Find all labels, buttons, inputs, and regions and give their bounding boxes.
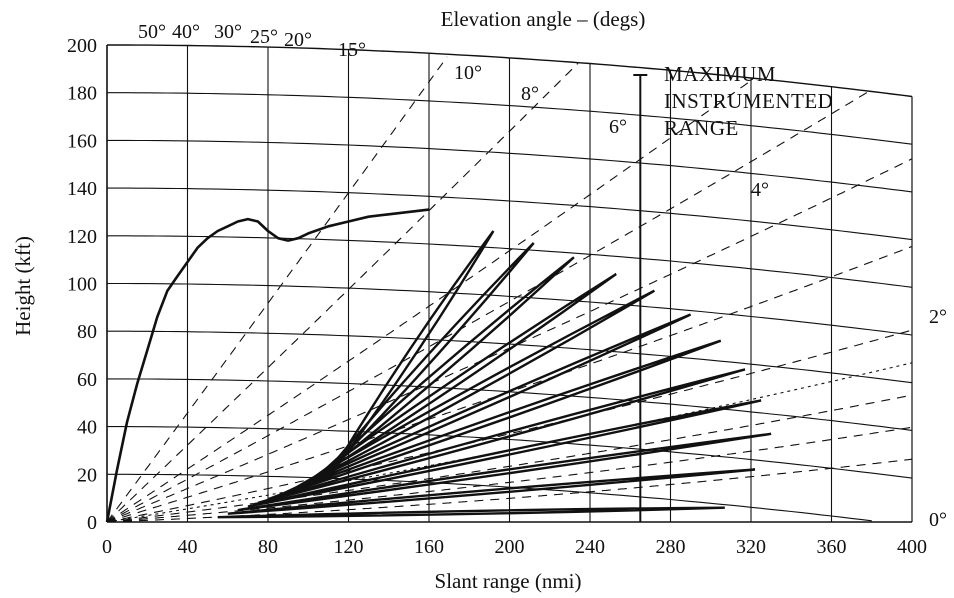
radar-lobe-1 <box>217 506 725 519</box>
angle-label-8: 8° <box>521 83 539 105</box>
x-tick-label-120: 120 <box>334 536 364 558</box>
y-tick-label-140: 140 <box>67 178 97 200</box>
y-tick-label-0: 0 <box>87 512 97 534</box>
angle-label-15: 15° <box>338 39 366 61</box>
elevation-ray-6 <box>106 394 913 523</box>
coverage-envelope-line <box>105 208 430 523</box>
radar-lobe-4 <box>247 399 762 508</box>
x-tick-label-280: 280 <box>656 536 686 558</box>
radar-lobe-12 <box>327 230 495 479</box>
y-axis-label: Height (kft) <box>11 236 35 336</box>
chart-data-layer <box>105 208 772 523</box>
y-tick-label-60: 60 <box>77 369 97 391</box>
chart-axes: 0 40 80 120 160 200 240 280 320 360 400 0 20 40 60 80 10… <box>67 21 947 558</box>
x-axis-label: Slant range (nmi) <box>435 569 582 593</box>
elevation-ray-25 <box>106 91 868 523</box>
angle-label-2: 2° <box>929 306 947 328</box>
x-tick-label-80: 80 <box>258 536 278 558</box>
elevation-ray-40 <box>106 62 579 523</box>
y-tick-label-20: 20 <box>77 464 97 486</box>
radar-lobe-7 <box>277 313 692 497</box>
angle-label-4: 4° <box>751 179 769 201</box>
radar-lobe-6 <box>267 339 722 501</box>
elevation-ray-10 <box>106 329 913 523</box>
angle-label-25: 25° <box>250 26 278 48</box>
radar-lobe-8 <box>287 289 656 494</box>
chart-title: Elevation angle – (degs) <box>441 7 646 31</box>
y-tick-label-160: 160 <box>67 130 97 152</box>
radar-lobe-9 <box>297 272 617 490</box>
annotation-line-2: INSTRUMENTED <box>664 89 833 113</box>
annotation-line-1: MAXIMUM <box>664 62 776 86</box>
angle-label-10: 10° <box>454 62 482 84</box>
radar-lobe-11 <box>317 242 535 483</box>
y-tick-label-180: 180 <box>67 83 97 105</box>
angle-label-6: 6° <box>609 116 627 138</box>
y-tick-label-200: 200 <box>67 35 97 57</box>
x-tick-label-40: 40 <box>178 536 198 558</box>
annotation-line-3: RANGE <box>664 116 739 140</box>
y-tick-label-80: 80 <box>77 321 97 343</box>
angle-label-30: 30° <box>214 21 242 43</box>
angle-label-50: 50° <box>138 21 166 43</box>
radar-lobe-10 <box>307 256 575 486</box>
radar-lobe-3 <box>237 432 772 512</box>
x-tick-label-400: 400 <box>897 536 927 558</box>
x-tick-label-200: 200 <box>495 536 525 558</box>
radar-lobe-5 <box>257 368 746 505</box>
radar-lobe-2 <box>227 468 756 515</box>
elevation-ray-30 <box>106 78 754 523</box>
y-tick-label-120: 120 <box>67 226 97 248</box>
angle-label-0: 0° <box>929 509 947 531</box>
angle-label-40: 40° <box>172 21 200 43</box>
x-tick-label-0: 0 <box>102 536 112 558</box>
x-tick-label-240: 240 <box>575 536 605 558</box>
x-tick-label-360: 360 <box>817 536 847 558</box>
angle-label-20: 20° <box>284 29 312 51</box>
x-tick-label-160: 160 <box>414 536 444 558</box>
height-curve-20 <box>107 473 872 522</box>
y-tick-label-40: 40 <box>77 417 97 439</box>
x-tick-label-320: 320 <box>736 536 766 558</box>
y-tick-label-100: 100 <box>67 274 97 296</box>
